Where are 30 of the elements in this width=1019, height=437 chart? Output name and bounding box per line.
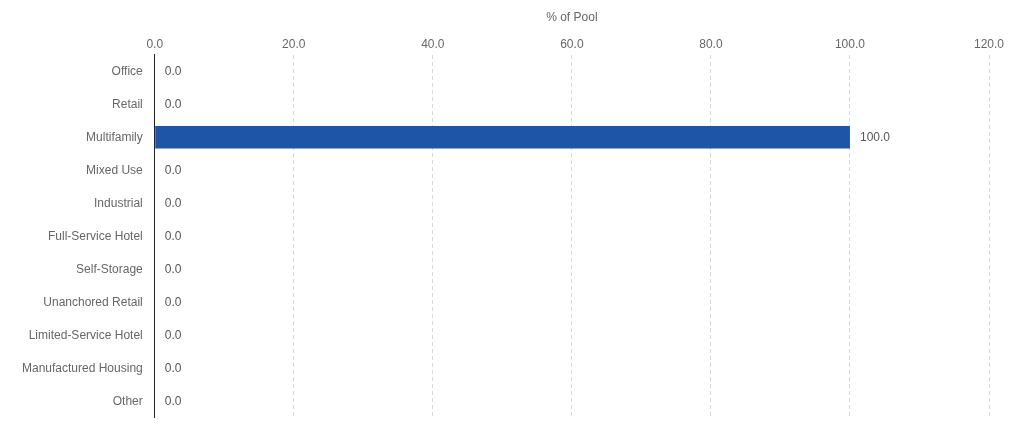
y-tick-label: Self-Storage [76,261,144,276]
y-tick-label: Mixed Use [86,162,144,177]
y-tick-label: Unanchored Retail [43,294,143,309]
y-tick-label: Manufactured Housing [21,360,143,375]
x-axis-title: % of Pool [546,9,598,24]
y-tick-label: Industrial [94,195,143,210]
y-tick-label: Multifamily [86,129,143,144]
data-label: 0.0 [164,360,182,375]
x-tick-label: 0.0 [146,36,164,51]
x-tick-label: 40.0 [421,36,445,51]
data-label: 0.0 [164,96,182,111]
data-label: 0.0 [164,162,182,177]
y-tick-label: Limited-Service Hotel [28,327,143,342]
x-tick-label: 120.0 [973,36,1005,51]
data-label: 0.0 [164,195,182,210]
data-label: 0.0 [164,327,182,342]
data-label: 0.0 [164,63,182,78]
y-tick-label: Office [111,63,144,78]
y-tick-label: Full-Service Hotel [48,228,143,243]
data-label: 0.0 [164,393,182,408]
y-tick-label: Other [112,393,143,408]
data-label: 0.0 [164,294,182,309]
data-label: 0.0 [164,261,182,276]
x-tick-label: 100.0 [834,36,866,51]
x-tick-label: 20.0 [282,36,306,51]
data-label: 0.0 [164,228,182,243]
data-label: 100.0 [859,129,891,144]
x-tick-label: 60.0 [560,36,584,51]
y-tick-label: Retail [112,96,143,111]
x-tick-label: 80.0 [699,36,723,51]
